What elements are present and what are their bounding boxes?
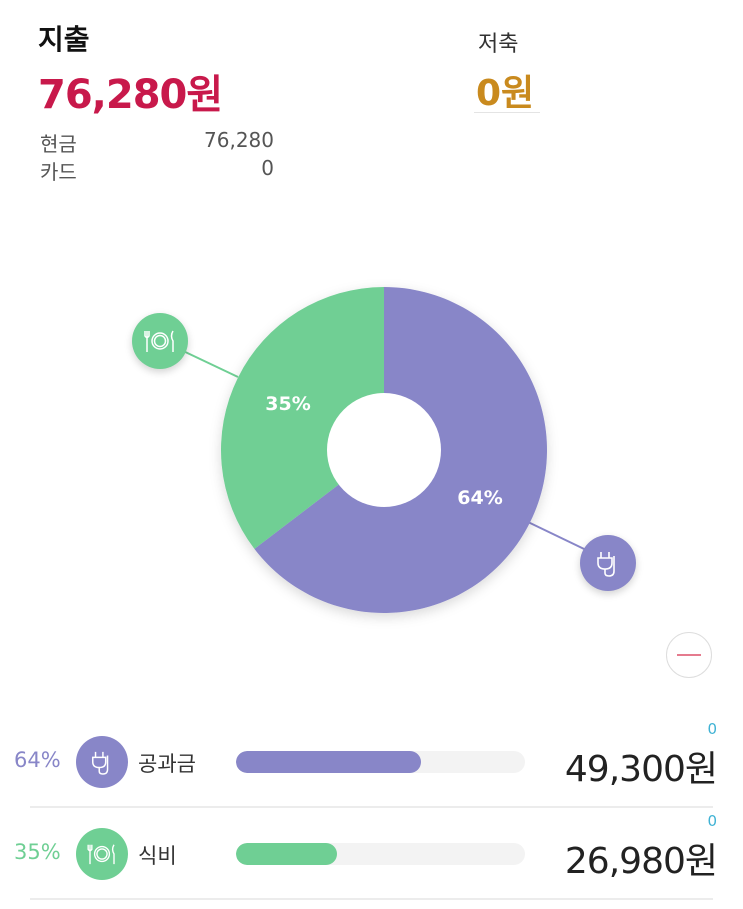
pie-food-marker[interactable] <box>132 313 188 369</box>
category-badge: 0 <box>707 720 717 738</box>
minus-icon <box>677 654 701 656</box>
dining-icon <box>144 330 174 352</box>
pie-utilities-marker[interactable] <box>580 535 636 591</box>
cash-value: 76,280 <box>204 128 274 152</box>
category-amount: 49,300원 <box>564 749 718 790</box>
category-row-utilities[interactable]: 64% 공과금 0 49,300원 <box>0 718 743 808</box>
savings-title: 저축 <box>478 32 519 57</box>
slice-label-utilities: 64% <box>457 487 502 509</box>
expense-total: 76,280원 <box>38 72 223 118</box>
dining-icon <box>87 844 115 865</box>
slice-label-food: 35% <box>265 393 310 415</box>
category-name: 식비 <box>138 844 177 868</box>
savings-underline <box>474 112 540 113</box>
progress-bar <box>236 843 525 865</box>
expense-title: 지출 <box>38 23 90 56</box>
pie-slice-식비[interactable] <box>221 287 384 549</box>
cash-label: 현금 <box>40 132 77 156</box>
savings-total[interactable]: 0원 <box>476 73 535 114</box>
category-amount: 26,980원 <box>564 841 718 882</box>
donut-hole <box>327 393 441 507</box>
category-icon <box>76 736 128 788</box>
category-badge: 0 <box>707 812 717 830</box>
progress-bar <box>236 751 525 773</box>
progress-fill <box>236 843 338 865</box>
divider <box>30 898 713 900</box>
donut-chart: 64% 35% <box>159 287 608 613</box>
collapse-button[interactable] <box>666 632 712 678</box>
plug-icon <box>92 751 109 775</box>
category-row-food[interactable]: 35% 식비 0 26,980원 <box>0 810 743 900</box>
progress-fill <box>236 751 421 773</box>
category-percent: 64% <box>14 748 61 772</box>
category-name: 공과금 <box>138 752 196 776</box>
category-percent: 35% <box>14 840 61 864</box>
card-value: 0 <box>261 156 274 180</box>
card-label: 카드 <box>40 160 77 184</box>
plug-icon <box>597 552 615 577</box>
divider <box>30 806 713 808</box>
category-icon <box>76 828 128 880</box>
